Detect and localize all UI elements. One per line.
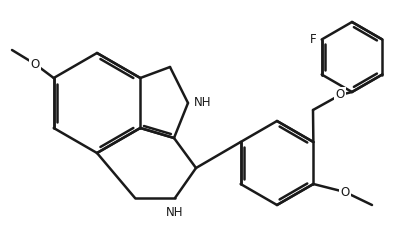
Text: O: O [335,88,345,101]
Text: NH: NH [194,97,212,109]
Text: O: O [30,58,40,70]
Text: O: O [340,185,350,198]
Text: F: F [310,33,317,46]
Text: NH: NH [166,206,184,219]
